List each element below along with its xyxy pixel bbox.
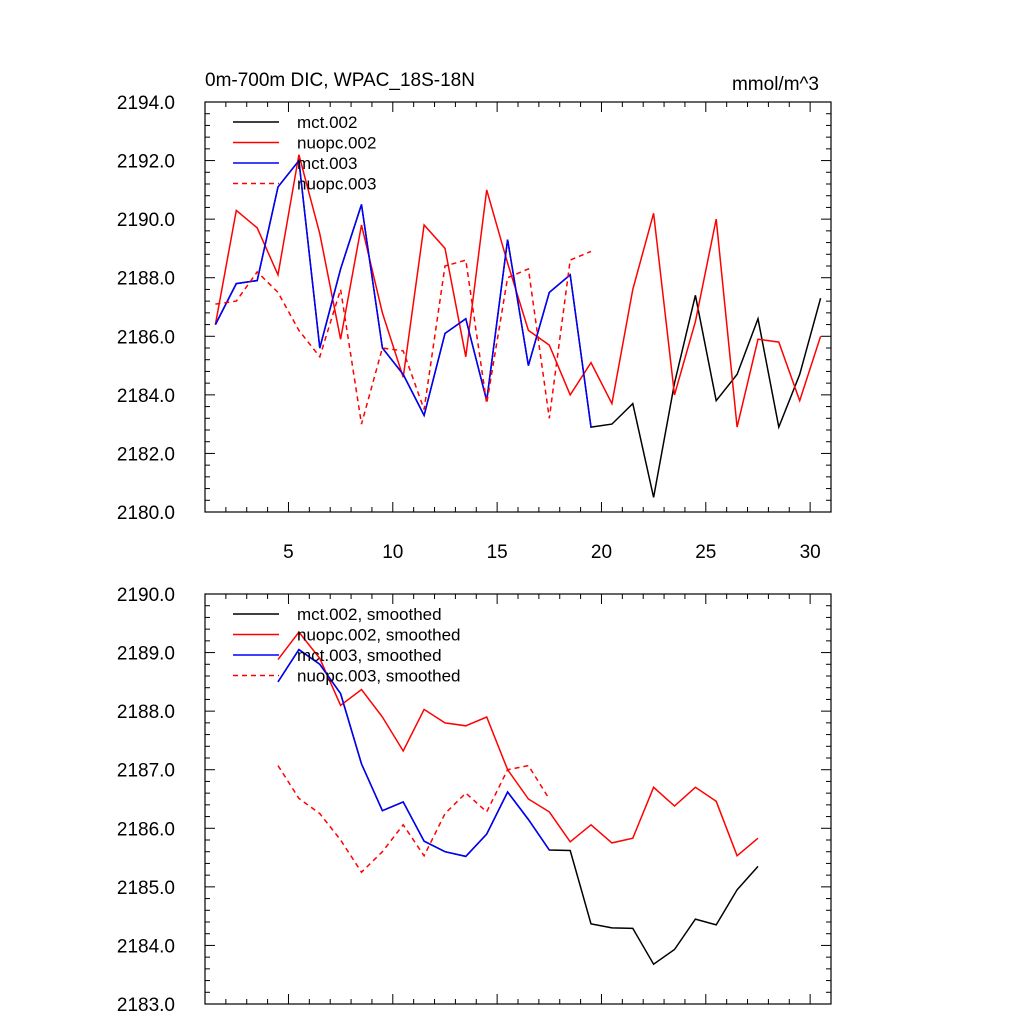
series-line-nuopc-002-smoothed [277,630,759,858]
x-tick-label: 20 [591,542,612,563]
panel-smoothed: 2183.0 2184.0 2185.0 2186.0 2187.0 2188.0 2189… [117,585,832,1016]
y-tick-label: 2184.0 [117,386,175,407]
y-tick-label: 2189.0 [117,644,175,665]
legend-label: nuopc.002 [297,134,376,153]
y-tick-label: 2186.0 [117,327,175,348]
legend-label: mct.002 [297,113,357,132]
series-line-mct-002 [214,158,822,498]
legend-label: nuopc.003, smoothed [297,667,461,686]
y-tick-label: 2188.0 [117,702,175,723]
chart-units: mmol/m^3 [732,74,819,95]
series-line-mct-003 [214,158,592,428]
series-line-nuopc-003-smoothed [277,764,550,874]
y-tick-label: 2190.0 [117,210,175,231]
panel-raw: 2180.0 2182.0 2184.0 2186.0 2188.0 2190.0 2192… [117,70,832,563]
x-tick-label: 5 [283,542,294,563]
y-tick-label: 2192.0 [117,152,175,173]
y-tick-label: 2187.0 [117,761,175,782]
legend-label: nuopc.002, smoothed [297,626,461,645]
y-tick-label: 2190.0 [117,585,175,606]
legend-label: mct.003 [297,154,357,173]
y-tick-label: 2183.0 [117,995,175,1016]
y-tick-label: 2188.0 [117,269,175,290]
legend-label: mct.003, smoothed [297,646,442,665]
x-tick-label: 10 [382,542,403,563]
y-tick-label: 2185.0 [117,878,175,899]
series-line-nuopc-002 [214,154,822,428]
chart-title: 0m-700m DIC, WPAC_18S-18N [205,70,475,91]
y-tick-label: 2180.0 [117,503,175,524]
y-tick-label: 2186.0 [117,819,175,840]
x-tick-label: 15 [487,542,508,563]
legend-label: nuopc.003 [297,175,376,194]
series-line-nuopc-003 [215,250,592,425]
x-tick-label: 25 [695,542,716,563]
series-line-mct-003-smoothed [277,648,550,858]
y-tick-label: 2194.0 [117,93,175,114]
x-tick-label: 30 [800,542,821,563]
y-tick-label: 2184.0 [117,936,175,957]
legend-label: mct.002, smoothed [297,605,442,624]
y-tick-label: 2182.0 [117,444,175,465]
